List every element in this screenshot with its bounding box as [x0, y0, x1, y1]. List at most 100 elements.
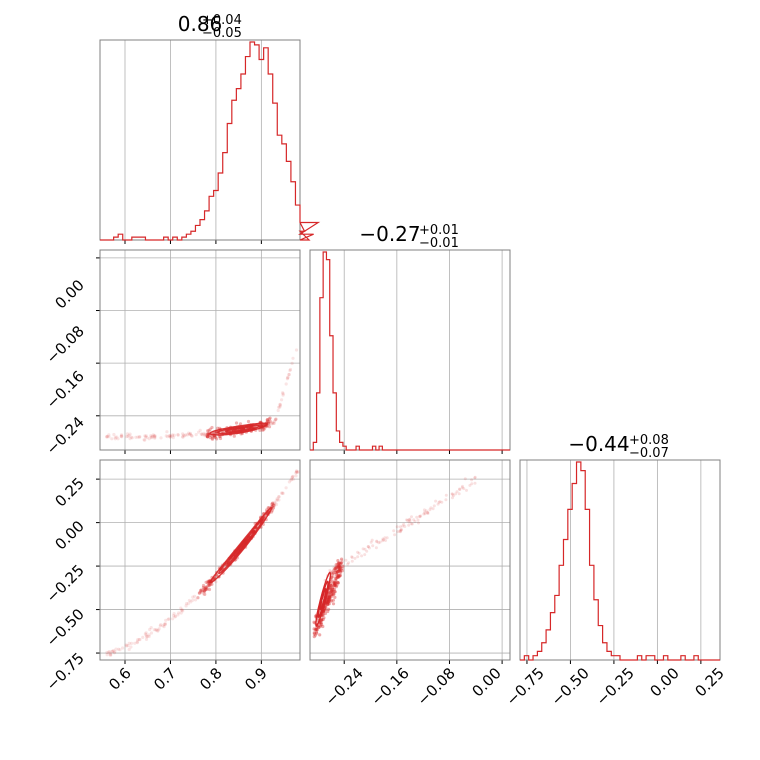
sample-point [321, 624, 325, 629]
sample-point [162, 625, 166, 629]
sample-point [337, 569, 341, 573]
sample-point [281, 393, 285, 397]
sample-point [331, 590, 335, 594]
sample-point [113, 435, 117, 439]
sample-point [339, 562, 343, 566]
sample-point [336, 575, 341, 579]
sample-point [152, 434, 156, 438]
sample-point [125, 435, 129, 439]
sample-point [332, 592, 336, 596]
sample-point [327, 607, 331, 612]
sample-point [258, 428, 262, 432]
sample-point [280, 491, 285, 495]
sample-point [323, 606, 327, 610]
sample-point [159, 436, 163, 440]
histogram-step-line [520, 461, 720, 661]
sample-point [370, 538, 374, 542]
sample-point [424, 509, 428, 513]
y-tick-label: −0.75 [43, 649, 88, 694]
sample-point [329, 587, 333, 591]
sample-point [330, 592, 334, 597]
sample-point [202, 431, 206, 435]
sample-point [337, 568, 341, 572]
title-param-2-sub: −0.01 [419, 236, 459, 251]
sample-point [173, 614, 178, 618]
sample-point [331, 572, 335, 576]
sample-point [278, 405, 282, 409]
sample-point [326, 600, 330, 604]
sample-point [422, 508, 426, 512]
sample-point [326, 602, 330, 606]
sample-point [214, 580, 218, 584]
sample-point [339, 565, 343, 569]
y-tick-label: 0.00 [51, 276, 87, 312]
sample-point [127, 641, 131, 646]
panel-hist-param-3 [519, 459, 721, 664]
sample-point [454, 492, 458, 496]
sample-point [148, 627, 152, 632]
sample-point [371, 544, 375, 548]
sample-point [181, 432, 185, 436]
sample-point [329, 583, 333, 587]
sample-point [458, 488, 462, 492]
sample-point [135, 641, 139, 645]
sample-point [203, 589, 207, 593]
sample-point [150, 436, 154, 440]
sample-point [273, 502, 277, 506]
sample-point [153, 435, 157, 439]
sample-point [356, 555, 360, 559]
sample-point [399, 528, 403, 531]
sample-point [147, 437, 151, 441]
sample-point [112, 432, 116, 437]
sample-point [419, 514, 423, 518]
density-contour [217, 424, 260, 435]
sample-point [136, 638, 140, 642]
sample-point [149, 434, 153, 438]
sample-point [318, 624, 322, 628]
panel-scatter-param-1-vs-3 [96, 459, 301, 664]
sample-point [200, 432, 204, 436]
y-tick-labels-row2: 0.00 −0.08 −0.16 −0.24 [43, 276, 88, 458]
sample-point [341, 564, 345, 568]
sample-point [143, 435, 148, 439]
sample-point [294, 469, 299, 473]
sample-point [320, 618, 324, 622]
sample-point [473, 476, 477, 480]
sample-point [168, 433, 172, 438]
sample-point [333, 581, 337, 586]
sample-point [270, 505, 275, 509]
sample-point [337, 564, 341, 568]
sample-point [334, 572, 338, 577]
sample-point [147, 634, 151, 639]
sample-point [274, 417, 278, 421]
sample-point [340, 569, 344, 573]
sample-point [399, 528, 403, 532]
density-contour [317, 580, 329, 618]
sample-point [324, 605, 328, 609]
sample-point [271, 503, 275, 507]
sample-point [278, 404, 282, 408]
sample-point [330, 594, 334, 598]
sample-point [336, 570, 340, 574]
sample-point [327, 598, 331, 602]
sample-point [272, 419, 276, 423]
sample-point [332, 566, 336, 570]
sample-point [203, 432, 207, 436]
sample-point [444, 498, 448, 502]
density-contour [233, 538, 249, 557]
sample-point [130, 436, 134, 440]
sample-point [406, 518, 409, 522]
sample-point [202, 433, 206, 437]
sample-point [164, 618, 168, 622]
sample-point [338, 568, 342, 572]
sample-point [326, 602, 330, 606]
sample-point [341, 560, 344, 564]
sample-point [457, 492, 461, 496]
sample-point [429, 506, 433, 510]
sample-point [207, 580, 211, 584]
sample-point [172, 433, 176, 437]
sample-point [206, 435, 210, 439]
sample-point [291, 475, 295, 479]
sample-point [204, 587, 208, 592]
sample-point [347, 561, 351, 565]
